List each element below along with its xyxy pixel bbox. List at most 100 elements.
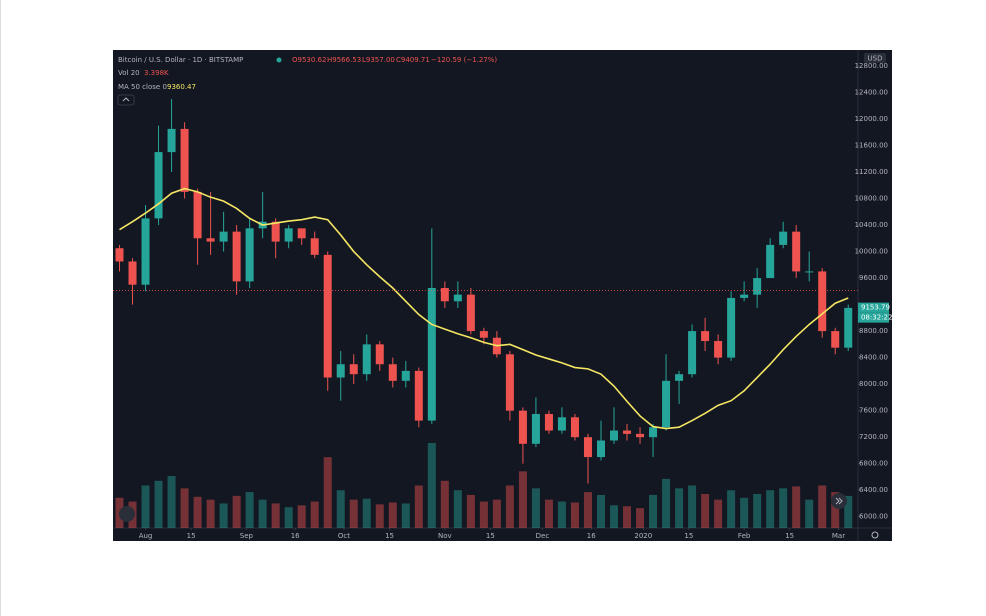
candle-body xyxy=(714,341,723,358)
x-tick-label: 15 xyxy=(385,532,394,540)
volume-bar xyxy=(284,507,293,528)
x-tick-label: 2020 xyxy=(634,532,652,540)
volume-bar xyxy=(271,503,280,528)
candle-body xyxy=(154,152,163,219)
currency-box xyxy=(864,53,886,63)
candle-body xyxy=(818,271,827,332)
ohlc-high: H9566.53 xyxy=(327,56,361,64)
volume-bar xyxy=(714,499,723,528)
volume-bar xyxy=(310,501,319,528)
candle-body xyxy=(531,413,540,444)
candle-body xyxy=(206,238,215,242)
y-tick-label: 12400.00 xyxy=(855,88,888,96)
volume-bar xyxy=(492,499,501,528)
volume-bar xyxy=(258,499,267,528)
candle-body xyxy=(831,331,840,348)
volume-bar xyxy=(688,485,697,528)
page-edge xyxy=(0,0,1,616)
volume-bar xyxy=(649,494,658,528)
countdown-label: 08:32:22 xyxy=(861,314,892,322)
settings-icon[interactable] xyxy=(871,531,879,539)
candle-body xyxy=(310,238,319,255)
candle-body xyxy=(792,231,801,272)
volume-bar xyxy=(154,480,163,528)
volume-bar xyxy=(219,503,228,528)
candle-body xyxy=(505,354,514,411)
candle-body xyxy=(297,228,306,239)
candle-body xyxy=(518,410,527,444)
volume-bar xyxy=(414,485,423,528)
x-tick-label: Mar xyxy=(832,532,845,540)
volume-bar xyxy=(518,471,527,528)
x-tick-label: Sep xyxy=(240,532,254,540)
countdown-tag xyxy=(858,312,889,323)
x-tick-label: 16 xyxy=(291,532,300,540)
volume-bar xyxy=(766,490,775,528)
volume-bar xyxy=(479,501,488,528)
candle-body xyxy=(844,307,853,348)
ma-line xyxy=(119,187,849,430)
candle-body xyxy=(440,288,449,302)
ohlc-close: C9409.71 xyxy=(396,56,430,64)
volume-bar xyxy=(753,494,762,528)
volume-bar xyxy=(427,443,436,528)
volume-legend-value: 3.398K xyxy=(144,69,169,77)
y-tick-label: 10000.00 xyxy=(855,248,888,256)
candle-body xyxy=(128,261,137,285)
scroll-icon xyxy=(835,497,843,505)
candle-body xyxy=(805,271,814,273)
y-tick-label: 6400.00 xyxy=(859,486,888,494)
candle-body xyxy=(427,288,436,421)
x-tick-label: 15 xyxy=(684,532,693,540)
volume-bar xyxy=(727,490,736,528)
volume-bar xyxy=(362,498,371,528)
candle-body xyxy=(323,254,332,378)
y-tick-label: 11200.00 xyxy=(855,168,888,176)
x-tick-label: 15 xyxy=(785,532,794,540)
y-tick-label: 7200.00 xyxy=(859,433,888,441)
volume-bar xyxy=(141,485,150,528)
y-tick-label: 6000.00 xyxy=(859,513,888,521)
chart-bg xyxy=(113,50,892,541)
volume-bar xyxy=(818,485,827,528)
y-tick-label: 8400.00 xyxy=(859,354,888,362)
candle-body xyxy=(284,228,293,242)
volume-bar xyxy=(623,506,632,528)
candle-body xyxy=(544,413,553,431)
volume-bar xyxy=(557,501,566,528)
status-dot xyxy=(276,57,282,63)
candle-body xyxy=(636,433,645,438)
ma-legend-value: 9360.47 xyxy=(167,83,196,91)
candle-body xyxy=(167,128,176,153)
volume-bar xyxy=(636,508,645,528)
candle-body xyxy=(557,417,566,431)
volume-bar xyxy=(180,488,189,528)
volume-bar xyxy=(570,502,579,528)
x-tick-label: 15 xyxy=(486,532,495,540)
volume-bar xyxy=(167,476,176,528)
logo[interactable] xyxy=(119,506,135,522)
ohlc-open: O9530.62 xyxy=(292,56,326,64)
candle-body xyxy=(779,231,788,245)
ohlc-low: L9357.00 xyxy=(362,56,395,64)
candle-body xyxy=(466,294,475,332)
collapse-button[interactable] xyxy=(117,94,135,106)
volume-bar xyxy=(206,499,215,528)
ma-legend: MA 50 close 0 xyxy=(118,83,167,91)
candle-body xyxy=(388,364,397,381)
volume-bar xyxy=(323,457,332,528)
volume-bar xyxy=(440,480,449,528)
x-tick-label: Nov xyxy=(438,532,452,540)
y-tick-label: 10800.00 xyxy=(855,195,888,203)
volume-bar xyxy=(453,490,462,528)
volume-bar xyxy=(583,492,592,528)
volume-bar xyxy=(388,502,397,528)
volume-bar xyxy=(779,488,788,528)
volume-bar xyxy=(505,485,514,528)
candle-body xyxy=(271,221,280,242)
volume-bar xyxy=(844,495,853,528)
candle-body xyxy=(610,430,619,441)
candle-body xyxy=(701,331,710,342)
x-tick-label: Oct xyxy=(338,532,350,540)
candle-body xyxy=(727,297,736,358)
